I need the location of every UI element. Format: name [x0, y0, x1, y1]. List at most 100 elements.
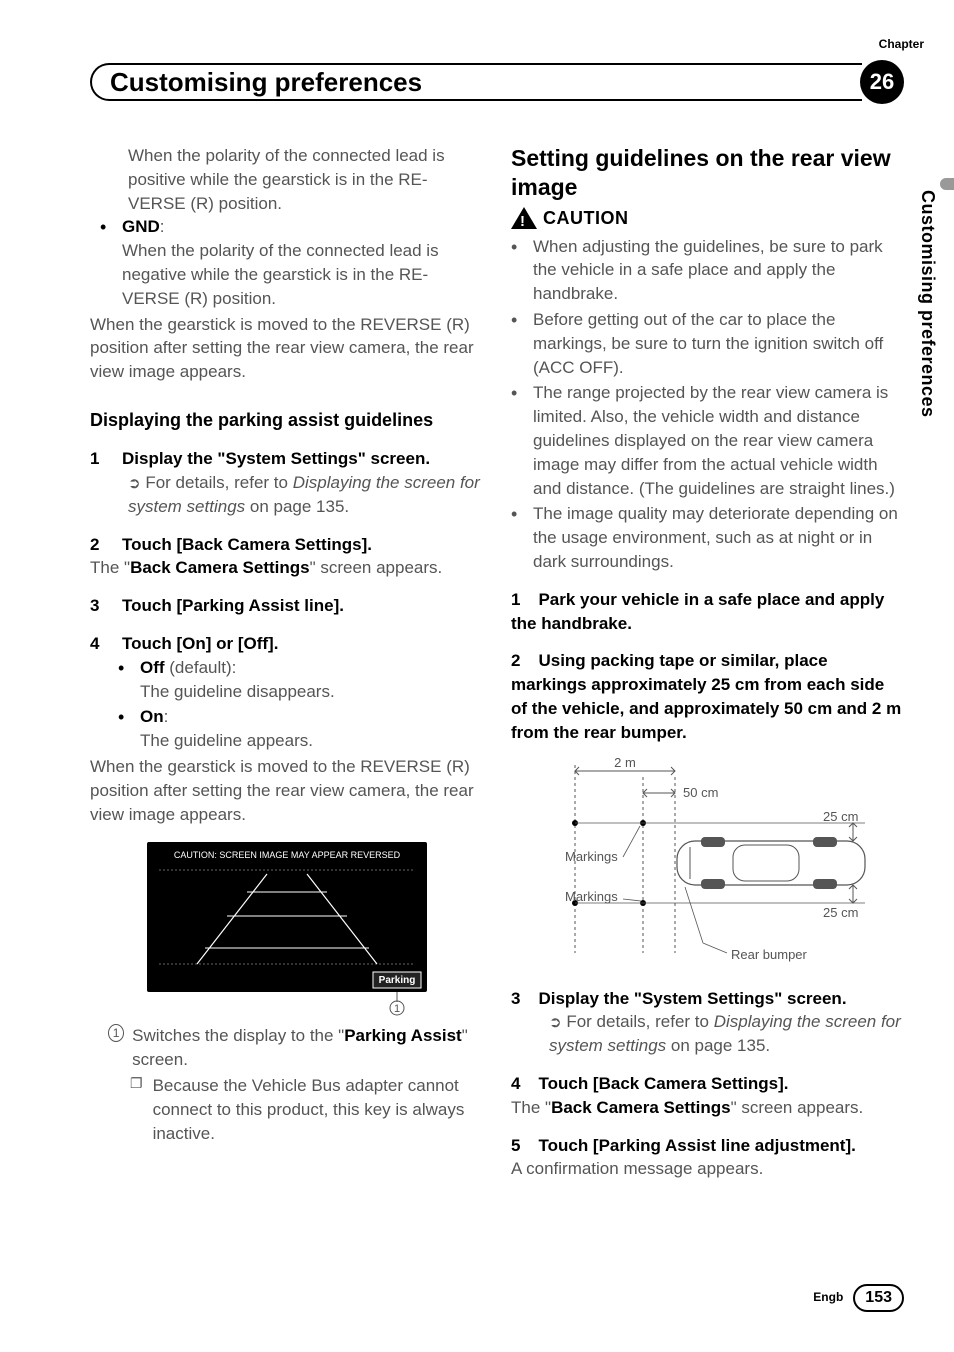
- step-number: 3: [511, 989, 520, 1008]
- on-label: On: [140, 707, 164, 726]
- intro-text-1: When the polarity of the connected lead …: [128, 144, 483, 215]
- gnd-colon: :: [160, 217, 165, 236]
- caution-text-4: The image quality may deteriorate depend…: [533, 504, 898, 571]
- left-column: When the polarity of the connected lead …: [90, 144, 483, 1181]
- step-text: Park your vehicle in a safe place and ap…: [511, 590, 884, 633]
- step-number: 4: [511, 1074, 520, 1093]
- post-step4-text: When the gearstick is moved to the REVER…: [90, 755, 483, 826]
- note-body: Because the Vehicle Bus adapter cannot c…: [153, 1074, 483, 1145]
- left-step-3: 3 Touch [Parking Assist line].: [90, 594, 483, 618]
- caution-header: ! CAUTION: [511, 206, 904, 231]
- side-tab-label: Customising preferences: [915, 190, 940, 418]
- right-step-4-body: The "Back Camera Settings" screen appear…: [511, 1096, 904, 1120]
- note-row: ❐ Because the Vehicle Bus adapter cannot…: [130, 1074, 483, 1145]
- ref-prefix: For details, refer to: [145, 473, 292, 492]
- gnd-item: GND: When the polarity of the connected …: [100, 215, 483, 310]
- diagram-marker-num: 1: [393, 1003, 399, 1015]
- caution-label: CAUTION: [543, 206, 629, 231]
- step-text: Touch [Parking Assist line].: [122, 594, 344, 618]
- diagram-caption-text: CAUTION: SCREEN IMAGE MAY APPEAR REVERSE…: [173, 850, 400, 860]
- step-number: 5: [511, 1136, 520, 1155]
- step-text: Touch [Back Camera Settings].: [122, 533, 372, 557]
- right-step-5: 5 Touch [Parking Assist line adjustment].: [511, 1134, 904, 1158]
- ref-suffix: on page 135.: [245, 497, 349, 516]
- body-c: " screen appears.: [310, 558, 443, 577]
- parking-button-label: Parking: [378, 975, 415, 986]
- step-text: Display the "System Settings" screen.: [538, 989, 846, 1008]
- warning-icon: !: [511, 207, 537, 229]
- page-header: Customising preferences 26: [90, 60, 904, 104]
- caution-item: The range projected by the rear view cam…: [511, 381, 904, 500]
- body-b: Back Camera Settings: [551, 1098, 731, 1117]
- intro-text-2: When the gearstick is moved to the REVER…: [90, 313, 483, 384]
- footer-page-number: 153: [853, 1284, 904, 1312]
- off-body: The guideline disappears.: [140, 680, 483, 704]
- page-title: Customising preferences: [90, 63, 862, 101]
- gnd-label: GND: [122, 217, 160, 236]
- vehicle-markings-diagram: 2 m 50 cm Markings Markings: [535, 753, 875, 973]
- label-50cm: 50 cm: [683, 785, 718, 800]
- gnd-body: When the polarity of the connected lead …: [122, 239, 483, 310]
- step-number: 1: [90, 447, 104, 471]
- subheading-parking-assist: Displaying the parking assist guidelines: [90, 408, 483, 433]
- caution-text-3: The range projected by the rear view cam…: [533, 383, 895, 497]
- step-number: 1: [511, 590, 520, 609]
- on-colon: :: [164, 707, 169, 726]
- right-step-3-ref: ➲ For details, refer to Displaying the s…: [549, 1010, 904, 1058]
- right-step-2: 2Using packing tape or similar, place ma…: [511, 649, 904, 744]
- off-suffix: (default):: [165, 658, 237, 677]
- ref1-a: Switches the display to the ": [132, 1026, 344, 1045]
- step-text: Touch [On] or [Off].: [122, 632, 278, 656]
- ref-marker-1: 1: [108, 1024, 124, 1042]
- caution-item: The image quality may deteriorate depend…: [511, 502, 904, 573]
- caution-item: Before getting out of the car to place t…: [511, 308, 904, 379]
- left-step-1: 1 Display the "System Settings" screen.: [90, 447, 483, 471]
- caution-text-2: Before getting out of the car to place t…: [533, 310, 883, 377]
- left-step-4: 4 Touch [On] or [Off].: [90, 632, 483, 656]
- left-step-1-ref: ➲ For details, refer to Displaying the s…: [128, 471, 483, 519]
- left-step-2-body: The "Back Camera Settings" screen appear…: [90, 556, 483, 580]
- caution-item: When adjusting the guidelines, be sure t…: [511, 235, 904, 306]
- off-label: Off: [140, 658, 165, 677]
- body-b: Back Camera Settings: [130, 558, 310, 577]
- chapter-label: Chapter: [879, 36, 924, 53]
- side-tab-marker: [940, 178, 954, 190]
- label-25cm-bottom: 25 cm: [823, 905, 858, 920]
- on-item: On: The guideline appears.: [118, 705, 483, 753]
- caution-text-1: When adjusting the guidelines, be sure t…: [533, 237, 883, 304]
- step-number: 2: [511, 651, 520, 670]
- note-icon: ❐: [130, 1074, 143, 1145]
- step-text: Touch [Back Camera Settings].: [538, 1074, 788, 1093]
- arrow-icon: ➲: [128, 475, 141, 492]
- off-item: Off (default): The guideline disappears.: [118, 656, 483, 704]
- chapter-number-badge: 26: [860, 60, 904, 104]
- right-step-3: 3 Display the "System Settings" screen.: [511, 987, 904, 1011]
- right-step-1-full: 1Park your vehicle in a safe place and a…: [511, 588, 904, 636]
- step-text: Using packing tape or similar, place mar…: [511, 651, 901, 741]
- label-2m: 2 m: [614, 755, 636, 770]
- section-heading-guidelines: Setting guidelines on the rear view imag…: [511, 144, 904, 202]
- label-rear-bumper: Rear bumper: [731, 947, 808, 962]
- step-number: 3: [90, 594, 104, 618]
- caution-list: When adjusting the guidelines, be sure t…: [511, 235, 904, 574]
- body-a: The ": [511, 1098, 551, 1117]
- ref-prefix: For details, refer to: [566, 1012, 713, 1031]
- right-step-5-body: A confirmation message appears.: [511, 1157, 904, 1181]
- ref-1-row: 1 Switches the display to the "Parking A…: [108, 1024, 483, 1072]
- on-off-list: Off (default): The guideline disappears.…: [118, 656, 483, 753]
- left-step-2: 2 Touch [Back Camera Settings].: [90, 533, 483, 557]
- right-step-4: 4 Touch [Back Camera Settings].: [511, 1072, 904, 1096]
- ref1-b: Parking Assist: [344, 1026, 461, 1045]
- step-number: 2: [90, 533, 104, 557]
- page-footer: Engb 153: [813, 1284, 904, 1312]
- step-text: Display the "System Settings" screen.: [122, 447, 430, 471]
- lead-polarity-list: GND: When the polarity of the connected …: [100, 215, 483, 310]
- label-markings-2: Markings: [565, 889, 618, 904]
- rear-view-screen-diagram: CAUTION: SCREEN IMAGE MAY APPEAR REVERSE…: [137, 838, 437, 1016]
- step-text: Touch [Parking Assist line adjustment].: [538, 1136, 855, 1155]
- ref-suffix: on page 135.: [666, 1036, 770, 1055]
- on-body: The guideline appears.: [140, 729, 483, 753]
- step-number: 4: [90, 632, 104, 656]
- body-a: The ": [90, 558, 130, 577]
- right-column: Setting guidelines on the rear view imag…: [511, 144, 904, 1181]
